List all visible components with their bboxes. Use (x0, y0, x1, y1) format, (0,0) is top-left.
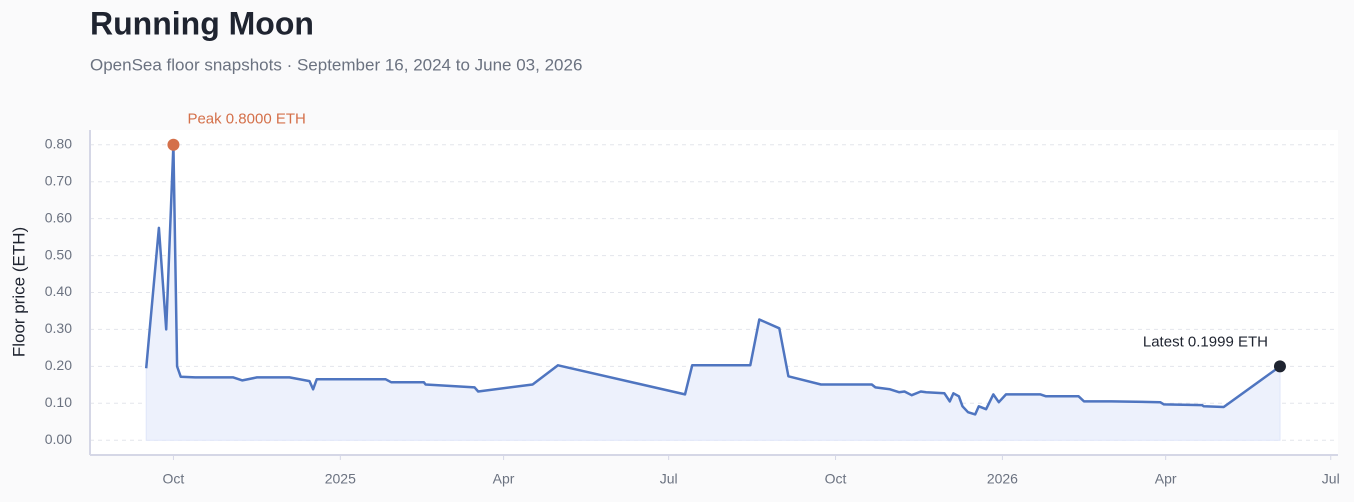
chart-subtitle: OpenSea floor snapshots · September 16, … (90, 55, 582, 74)
latest-annotation: Latest 0.1999 ETH (1143, 333, 1268, 350)
chart-title: Running Moon (90, 5, 314, 41)
x-tick-label: Oct (825, 471, 847, 487)
x-tick-label: Jul (1322, 471, 1340, 487)
y-tick-label: 0.80 (45, 135, 72, 151)
y-tick-label: 0.30 (45, 320, 72, 336)
y-tick-label: 0.20 (45, 357, 72, 373)
x-tick-label: 2025 (325, 471, 356, 487)
x-tick-label: 2026 (987, 471, 1018, 487)
y-tick-label: 0.10 (45, 394, 72, 410)
x-tick-label: Oct (163, 471, 185, 487)
x-tick-label: Apr (493, 471, 515, 487)
y-tick-label: 0.50 (45, 246, 72, 262)
peak-marker (167, 138, 180, 151)
y-tick-label: 0.60 (45, 209, 72, 225)
y-tick-label: 0.00 (45, 431, 72, 447)
peak-annotation: Peak 0.8000 ETH (187, 111, 305, 128)
x-tick-label: Apr (1155, 471, 1177, 487)
y-axis-label: Floor price (ETH) (9, 227, 28, 357)
line (144, 143, 1281, 416)
y-tick-label: 0.40 (45, 283, 72, 299)
latest-marker (1273, 360, 1286, 373)
y-tick-label: 0.70 (45, 172, 72, 188)
x-tick-label: Jul (660, 471, 678, 487)
